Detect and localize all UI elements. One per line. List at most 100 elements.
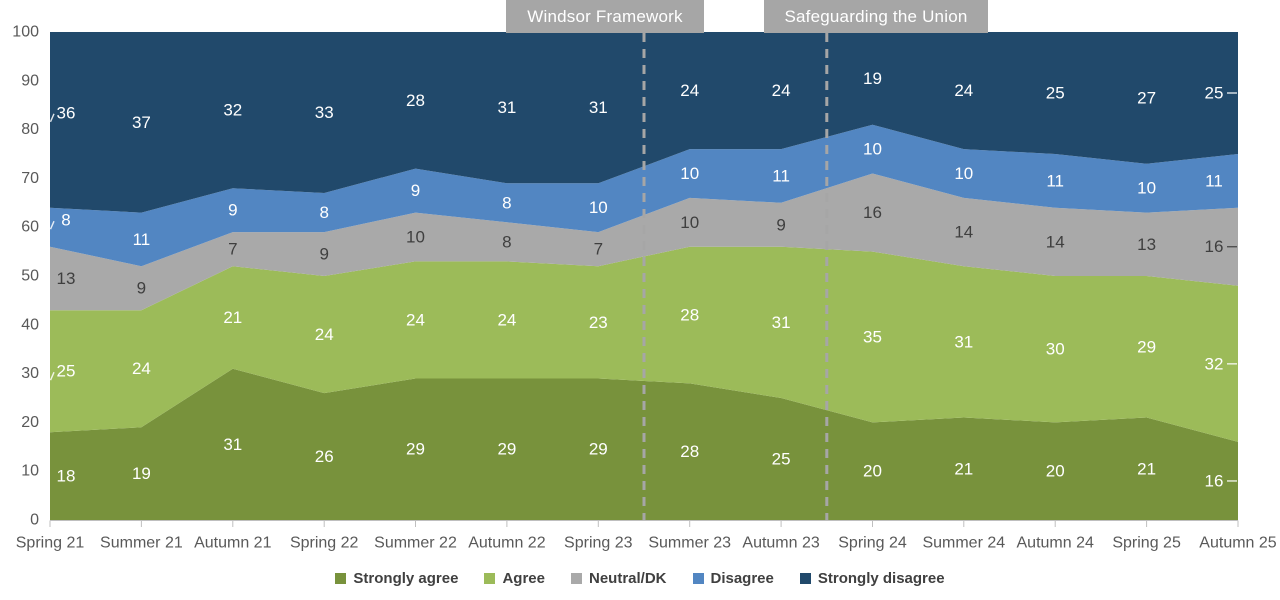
y-axis-label: 80 xyxy=(21,121,39,138)
data-label-agree: 29 xyxy=(1137,337,1156,356)
data-label-disagree: 9 xyxy=(411,181,420,200)
data-label-disagree: 8 xyxy=(502,193,511,212)
data-label-strongly-disagree: 19 xyxy=(863,69,882,88)
data-label-strongly-agree: 19 xyxy=(132,464,151,483)
data-label-agree: 24 xyxy=(497,310,516,329)
legend-label: Strongly agree xyxy=(353,569,459,587)
data-label-strongly-disagree: 36 xyxy=(57,103,76,122)
label-leader-line xyxy=(49,371,55,381)
data-label-disagree: 10 xyxy=(1137,179,1156,198)
data-label-neutral-dk: 8 xyxy=(502,232,511,251)
data-label-neutral-dk: 14 xyxy=(954,223,973,242)
x-axis-label: Autumn 22 xyxy=(468,535,545,552)
x-axis-label: Summer 21 xyxy=(100,535,183,552)
legend-swatch-icon xyxy=(484,572,496,584)
x-axis-label: Autumn 25 xyxy=(1199,535,1276,552)
annotation-safeguarding-the-union: Safeguarding the Union xyxy=(764,0,988,33)
data-label-strongly-agree: 20 xyxy=(863,462,882,481)
x-axis-label: Spring 22 xyxy=(290,535,359,552)
data-label-neutral-dk: 10 xyxy=(406,228,425,247)
x-axis-label: Spring 21 xyxy=(16,535,85,552)
data-label-neutral-dk: 9 xyxy=(137,279,146,298)
y-axis-label: 70 xyxy=(21,170,39,187)
y-axis-label: 50 xyxy=(21,268,39,285)
data-label-agree: 28 xyxy=(680,306,699,325)
data-label-agree: 31 xyxy=(772,313,791,332)
data-label-strongly-agree: 31 xyxy=(223,435,242,454)
legend-item-agree: Agree xyxy=(484,570,545,587)
y-axis-label: 90 xyxy=(21,72,39,89)
data-label-strongly-agree: 18 xyxy=(57,467,76,486)
data-label-agree: 24 xyxy=(132,359,151,378)
data-label-disagree: 9 xyxy=(228,201,237,220)
data-label-neutral-dk: 16 xyxy=(1205,237,1224,256)
legend-swatch-icon xyxy=(799,572,811,584)
y-axis-label: 30 xyxy=(21,365,39,382)
data-label-neutral-dk: 7 xyxy=(594,240,603,259)
data-label-neutral-dk: 9 xyxy=(319,245,328,264)
data-label-neutral-dk: 7 xyxy=(228,240,237,259)
y-axis-label: 60 xyxy=(21,219,39,236)
data-label-disagree: 10 xyxy=(589,198,608,217)
annotation-label: Windsor Framework xyxy=(527,6,683,26)
x-axis-label: Spring 24 xyxy=(838,535,907,552)
annotation-label: Safeguarding the Union xyxy=(784,6,968,26)
y-axis-label: 10 xyxy=(21,463,39,480)
legend-swatch-icon xyxy=(335,572,347,584)
data-label-agree: 30 xyxy=(1046,340,1065,359)
data-label-neutral-dk: 9 xyxy=(776,215,785,234)
data-label-strongly-agree: 29 xyxy=(406,440,425,459)
x-axis-label: Autumn 24 xyxy=(1017,535,1094,552)
data-label-strongly-disagree: 28 xyxy=(406,91,425,110)
legend-item-strongly-agree: Strongly agree xyxy=(335,570,458,587)
data-label-strongly-disagree: 37 xyxy=(132,113,151,132)
data-label-neutral-dk: 16 xyxy=(863,203,882,222)
data-label-strongly-disagree: 27 xyxy=(1137,88,1156,107)
area-strongly-agree xyxy=(50,368,1238,520)
legend-label: Neutral/DK xyxy=(588,569,667,587)
label-leader-line xyxy=(49,220,55,230)
annotation-windsor-framework: Windsor Framework xyxy=(506,0,704,33)
data-label-strongly-agree: 29 xyxy=(589,440,608,459)
legend-item-disagree: Disagree xyxy=(692,569,774,587)
data-label-strongly-agree: 21 xyxy=(954,459,973,478)
chart-legend: Strongly agree Agree Neutral/DK Disagree Str… xyxy=(0,565,1280,591)
legend-label: Disagree xyxy=(710,569,774,587)
x-axis-label: Summer 23 xyxy=(648,535,731,552)
y-axis-label: 0 xyxy=(30,512,39,529)
data-label-strongly-disagree: 24 xyxy=(680,81,699,100)
data-label-strongly-disagree: 32 xyxy=(223,101,242,120)
x-axis-label: Summer 24 xyxy=(922,535,1005,552)
data-label-strongly-disagree: 31 xyxy=(497,98,516,117)
legend-item-neutral-dk: Neutral/DK xyxy=(570,569,667,587)
data-label-neutral-dk: 13 xyxy=(1137,235,1156,254)
y-axis-label: 20 xyxy=(21,414,39,431)
y-axis-label: 100 xyxy=(12,24,39,41)
x-axis-label: Autumn 21 xyxy=(194,535,271,552)
data-label-agree: 35 xyxy=(863,328,882,347)
data-label-disagree: 10 xyxy=(863,140,882,159)
data-label-disagree: 10 xyxy=(954,164,973,183)
data-label-strongly-agree: 20 xyxy=(1046,462,1065,481)
data-label-strongly-disagree: 25 xyxy=(1205,84,1224,103)
data-label-neutral-dk: 14 xyxy=(1046,232,1065,251)
data-label-neutral-dk: 10 xyxy=(680,213,699,232)
data-label-disagree: 8 xyxy=(61,211,70,230)
data-label-neutral-dk: 13 xyxy=(57,269,76,288)
data-label-disagree: 10 xyxy=(680,164,699,183)
data-label-disagree: 11 xyxy=(772,167,790,186)
data-label-agree: 21 xyxy=(223,308,242,327)
y-axis-label: 40 xyxy=(21,316,39,333)
x-axis-label: Summer 22 xyxy=(374,535,457,552)
x-axis-label: Spring 25 xyxy=(1112,535,1181,552)
data-label-disagree: 8 xyxy=(319,203,328,222)
data-label-strongly-disagree: 25 xyxy=(1046,84,1065,103)
data-label-strongly-agree: 29 xyxy=(497,440,516,459)
x-axis-label: Spring 23 xyxy=(564,535,633,552)
legend-swatch-icon xyxy=(570,572,582,584)
legend-label: Agree xyxy=(502,569,545,587)
data-label-disagree: 11 xyxy=(1205,171,1223,190)
legend-swatch-icon xyxy=(692,572,704,584)
